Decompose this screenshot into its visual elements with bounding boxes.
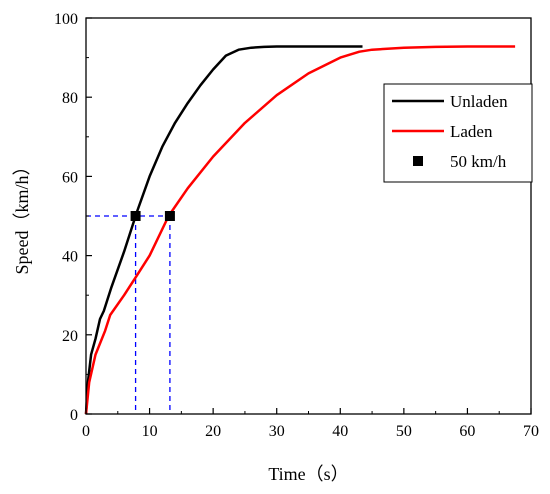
x-tick-label: 30 — [269, 423, 285, 440]
legend-label-50kmh: 50 km/h — [450, 152, 507, 171]
legend: Unladen Laden 50 km/h — [383, 83, 533, 183]
marker-point — [130, 211, 141, 221]
x-tick-label: 50 — [396, 423, 412, 440]
y-tick-label: 60 — [62, 169, 78, 186]
ticks-layer: 0 10 20 30 40 50 60 70 0 20 40 60 80 100 — [54, 11, 539, 440]
x-axis-title: Time（s） — [268, 464, 348, 484]
y-tick-label: 100 — [54, 11, 78, 28]
x-tick-label: 40 — [332, 423, 348, 440]
y-axis-title: Speed（km/h） — [12, 158, 32, 275]
marker-point — [164, 211, 175, 221]
y-tick-label: 40 — [62, 249, 78, 266]
x-tick-label: 20 — [205, 423, 221, 440]
legend-swatch-50kmh — [413, 156, 423, 166]
y-tick-label: 80 — [62, 90, 78, 107]
marker-layer — [130, 211, 175, 221]
series-line-unladen — [84, 45, 363, 415]
x-tick-label: 60 — [459, 423, 475, 440]
reference-lines — [86, 215, 171, 414]
series-line-laden — [84, 45, 516, 415]
series-layer — [84, 45, 516, 415]
y-tick-label: 20 — [62, 328, 78, 345]
x-tick-label: 70 — [523, 423, 539, 440]
legend-label-unladen: Unladen — [450, 92, 508, 111]
x-tick-label: 0 — [82, 423, 90, 440]
y-tick-label: 0 — [70, 407, 78, 424]
legend-label-laden: Laden — [450, 122, 493, 141]
x-tick-label: 10 — [142, 423, 158, 440]
